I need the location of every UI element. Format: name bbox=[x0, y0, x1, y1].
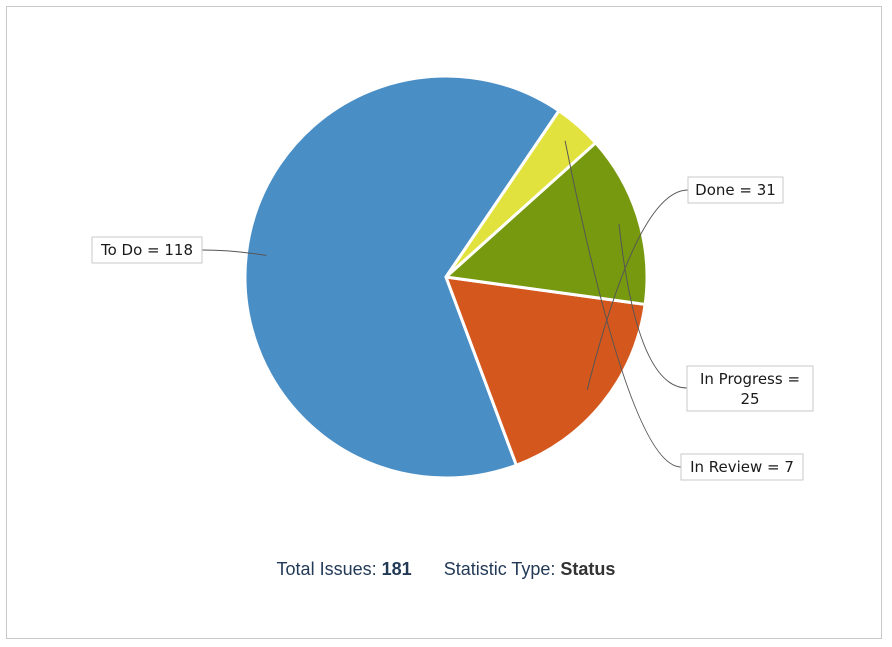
slice-label: In Progress = bbox=[700, 370, 800, 388]
leader-line bbox=[564, 140, 682, 468]
slice-label-box bbox=[680, 453, 804, 481]
slice-label-box bbox=[91, 236, 203, 264]
leader-line bbox=[586, 189, 689, 391]
total-issues-value: 181 bbox=[381, 559, 412, 579]
statistic-type-value: Status bbox=[560, 559, 616, 579]
chart-footer: Total Issues: 181 Statistic Type: Status bbox=[0, 559, 892, 580]
slice-label: In Review = 7 bbox=[690, 458, 794, 476]
slice-label: Done = 31 bbox=[695, 181, 776, 199]
slice-label-box bbox=[686, 365, 814, 412]
slice-label: To Do = 118 bbox=[100, 241, 193, 259]
statistic-type-label: Statistic Type: bbox=[443, 559, 556, 579]
total-issues-label: Total Issues: bbox=[276, 559, 377, 579]
pie-slice-done[interactable] bbox=[444, 275, 647, 467]
slice-label: 25 bbox=[740, 390, 759, 408]
pie-slices bbox=[243, 74, 649, 480]
leader-line bbox=[201, 249, 267, 256]
leader-line bbox=[618, 224, 688, 389]
leader-lines bbox=[201, 140, 689, 468]
slice-label-box bbox=[687, 176, 784, 204]
slice-labels: To Do = 118 Done = 31 In Progress = 25 In Re… bbox=[91, 176, 814, 481]
pie-slice-in-review[interactable] bbox=[444, 109, 598, 279]
pie-slice-in-progress[interactable] bbox=[444, 141, 649, 306]
